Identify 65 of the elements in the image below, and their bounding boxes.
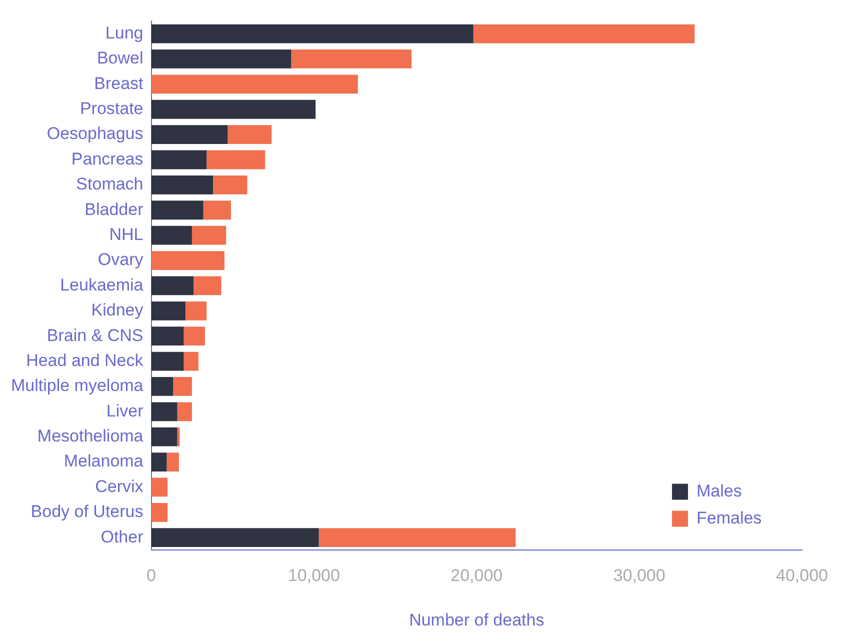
bar	[206, 150, 266, 170]
bar	[151, 528, 319, 548]
bar	[151, 74, 358, 94]
y-tick-label: Brain & CNS	[46, 326, 144, 345]
bar	[151, 125, 228, 144]
y-tick-label: Bladder	[84, 200, 144, 219]
bar	[151, 478, 168, 497]
y-tick-label: Stomach	[76, 174, 144, 194]
x-tick-label: 10,000	[288, 566, 340, 586]
bar	[228, 125, 272, 144]
bar	[151, 427, 178, 446]
y-tick-label: Kidney	[91, 300, 144, 320]
bar	[192, 226, 226, 245]
y-tick-label: Mesothelioma	[37, 426, 144, 446]
bar	[151, 226, 192, 245]
bar	[151, 377, 174, 396]
bar	[151, 502, 168, 522]
bar	[151, 326, 184, 346]
legend-label: Females	[696, 508, 762, 528]
bar	[151, 276, 194, 296]
bar	[173, 377, 192, 396]
bar	[151, 452, 167, 472]
y-tick-label: NHL	[109, 225, 144, 244]
y-tick-label: Breast	[94, 74, 144, 93]
bar	[151, 352, 184, 371]
bar	[151, 24, 474, 44]
y-tick-label: Other	[100, 527, 144, 546]
bar	[213, 175, 248, 194]
y-tick-label: Body of Uterus	[30, 502, 144, 522]
bar	[151, 200, 204, 220]
bar	[203, 200, 231, 220]
y-tick-label: Prostate	[80, 99, 144, 118]
y-tick-label: Pancreas	[71, 149, 144, 168]
x-axis-title: Number of deaths	[409, 610, 544, 630]
bar	[185, 301, 207, 320]
bar	[151, 100, 316, 119]
x-tick-label: 0	[146, 566, 156, 586]
x-tick-label: 20,000	[450, 566, 503, 586]
y-tick-label: Liver	[106, 401, 144, 420]
x-tick-label: 30,000	[613, 566, 666, 586]
y-tick-label: Head and Neck	[26, 350, 144, 370]
bar	[318, 528, 516, 548]
y-tick-label: Oesophagus	[46, 124, 144, 144]
bar	[151, 251, 224, 270]
bar	[166, 452, 179, 472]
bar	[184, 326, 205, 346]
y-tick-label: Cervix	[95, 476, 144, 496]
bar	[151, 150, 207, 170]
bar	[151, 402, 178, 422]
y-tick-label: Melanoma	[64, 452, 144, 471]
y-tick-label: Bowel	[96, 48, 144, 68]
bar	[291, 50, 412, 68]
y-tick-label: Multiple myeloma	[11, 376, 144, 396]
bar	[177, 402, 192, 422]
x-tick-label: 40,000	[776, 566, 828, 586]
bar	[151, 301, 186, 320]
y-tick-label: Lung	[105, 23, 144, 42]
y-tick-label: Ovary	[98, 250, 144, 270]
bar	[151, 50, 292, 68]
bar	[184, 352, 198, 371]
legend-label: Males	[696, 481, 742, 500]
bar	[473, 24, 695, 44]
bar	[194, 276, 222, 296]
bar	[151, 175, 214, 194]
y-tick-label: Leukaemia	[60, 275, 144, 294]
